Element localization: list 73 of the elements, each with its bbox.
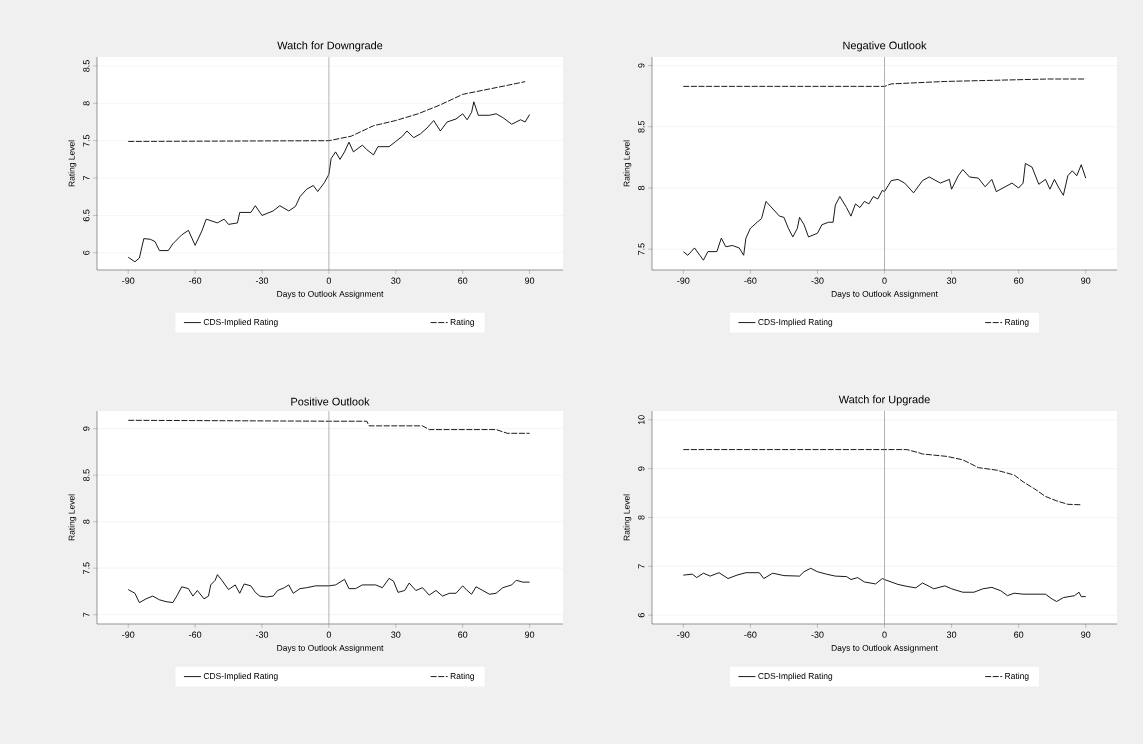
y-tick-label: 7 <box>83 612 90 617</box>
x-tick-label: -60 <box>744 277 757 284</box>
x-tick-label: 90 <box>525 631 535 638</box>
y-tick-label: 8.5 <box>638 120 645 133</box>
x-axis-title: Days to Outlook Assignment <box>831 290 938 299</box>
y-tick-label: 8 <box>638 185 645 191</box>
x-tick-label: 60 <box>1014 631 1024 638</box>
y-axis-title: Rating Level <box>68 140 77 187</box>
legend-label: CDS-Implied Rating <box>203 672 278 681</box>
x-tick-label: -90 <box>122 631 135 638</box>
y-tick-label: 7.5 <box>83 562 90 574</box>
y-axis-title: Rating Level <box>623 494 632 541</box>
x-tick-label: 90 <box>1081 277 1091 284</box>
chart-title: Negative Outlook <box>843 41 927 52</box>
y-tick-label: 7.5 <box>83 134 90 147</box>
x-tick-label: -30 <box>811 277 824 284</box>
x-tick-label: 90 <box>1081 631 1091 638</box>
y-tick-label: 9 <box>638 63 645 68</box>
x-tick-label: 30 <box>391 277 401 284</box>
x-axis-title: Days to Outlook Assignment <box>831 644 938 653</box>
x-tick-label: -90 <box>677 631 690 638</box>
y-axis-title: Rating Level <box>68 494 77 541</box>
x-tick-label: -60 <box>744 631 757 638</box>
y-tick-label: 8 <box>83 101 90 106</box>
x-tick-label: 60 <box>1014 277 1024 284</box>
legend-label: Rating <box>450 318 475 327</box>
x-tick-label: 60 <box>458 277 468 284</box>
y-tick-label: 6 <box>83 250 90 255</box>
x-tick-label: 30 <box>391 631 401 638</box>
legend-label: CDS-Implied Rating <box>203 318 278 327</box>
line-series <box>682 449 1082 506</box>
x-axis-title: Days to Outlook Assignment <box>277 644 384 653</box>
y-tick-label: 9 <box>83 426 90 431</box>
y-tick-label: 10 <box>638 415 645 425</box>
x-tick-label: -60 <box>189 277 202 284</box>
line-series <box>127 419 531 434</box>
chart-title: Positive Outlook <box>291 397 370 406</box>
y-tick-label: 8 <box>638 515 645 520</box>
x-tick-label: 0 <box>326 631 332 638</box>
y-tick-label: 6 <box>638 613 645 618</box>
x-tick-label: -30 <box>255 631 269 638</box>
y-tick-label: 9 <box>638 466 645 471</box>
x-tick-label: -90 <box>122 277 135 284</box>
x-tick-label: -30 <box>811 631 824 638</box>
x-tick-label: 0 <box>326 277 332 284</box>
x-tick-label: 0 <box>882 277 887 284</box>
legend-label: CDS-Implied Rating <box>758 672 833 681</box>
x-tick-label: 90 <box>525 277 535 284</box>
legend-label: CDS-Implied Rating <box>758 318 833 327</box>
y-tick-label: 8.5 <box>83 60 90 72</box>
legend-label: Rating <box>1005 672 1029 681</box>
y-tick-label: 7.5 <box>638 243 645 255</box>
y-tick-label: 8 <box>83 519 90 524</box>
y-tick-label: 6.5 <box>83 209 90 222</box>
x-tick-label: 30 <box>946 277 957 284</box>
legend-label: Rating <box>1005 318 1029 327</box>
y-tick-label: 7 <box>638 564 645 569</box>
y-tick-label: 7 <box>83 176 90 181</box>
legend-label: Rating <box>450 672 475 681</box>
line-series <box>127 574 531 604</box>
x-tick-label: 30 <box>946 631 957 638</box>
x-tick-label: 0 <box>882 631 887 638</box>
x-tick-label: -60 <box>189 631 202 638</box>
x-tick-label: -30 <box>255 277 269 284</box>
chart-title: Watch for Downgrade <box>277 41 383 52</box>
x-axis-title: Days to Outlook Assignment <box>277 290 384 299</box>
y-axis-title: Rating Level <box>623 140 632 187</box>
x-tick-label: -90 <box>677 277 690 284</box>
x-tick-label: 60 <box>458 631 468 638</box>
y-tick-label: 8.5 <box>83 469 90 481</box>
line-series <box>127 101 531 263</box>
line-series <box>682 78 1087 87</box>
chart-title: Watch for Upgrade <box>838 395 930 406</box>
